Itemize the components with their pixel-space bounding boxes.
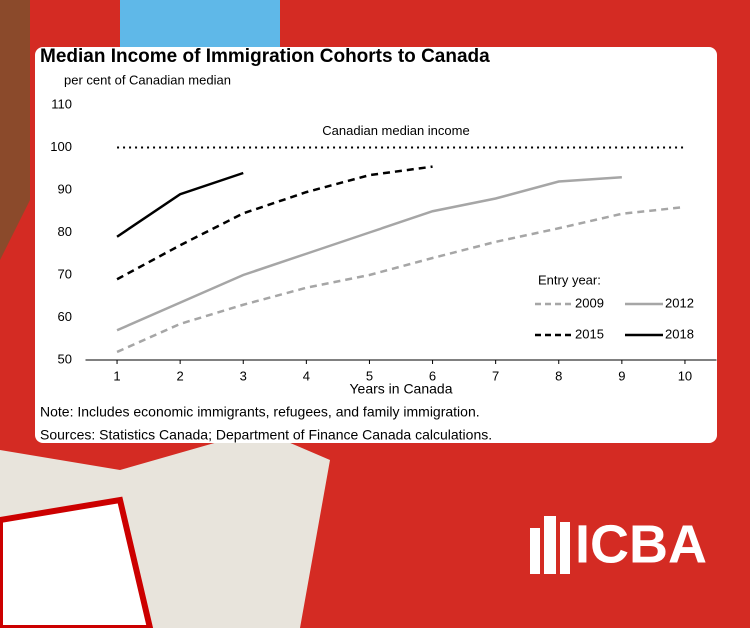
series-line (116, 171, 244, 238)
series-line (116, 205, 686, 354)
decoration (0, 0, 30, 260)
legend-title: Entry year: (538, 272, 601, 287)
y-axis-label: per cent of Canadian median (64, 72, 231, 87)
x-tick-label: 6 (429, 368, 436, 383)
x-tick-label: 7 (492, 368, 499, 383)
x-tick-label: 3 (240, 368, 247, 383)
y-tick-label: 80 (58, 224, 72, 239)
series-line (116, 176, 622, 332)
x-tick-label: 4 (303, 368, 310, 383)
x-tick-label: 10 (678, 368, 692, 383)
legend-label: 2015 (575, 326, 604, 341)
y-tick-label: 70 (58, 266, 72, 281)
note: Note: Includes economic immigrants, refu… (40, 404, 480, 420)
source: Sources: Statistics Canada; Department o… (40, 427, 492, 443)
logo-icon (530, 528, 540, 574)
x-tick-label: 5 (366, 368, 373, 383)
legend-label: 2009 (575, 295, 604, 310)
y-tick-label: 110 (51, 96, 72, 111)
logo-icon (560, 522, 570, 574)
x-tick-label: 9 (618, 368, 625, 383)
flag-decoration (0, 496, 154, 628)
logo: ICBA (530, 514, 707, 574)
y-tick-label: 50 (58, 351, 72, 366)
x-tick-label: 8 (555, 368, 562, 383)
y-tick-label: 90 (58, 181, 72, 196)
logo-text: ICBA (575, 514, 707, 574)
chart-card (35, 47, 717, 443)
decoration (120, 0, 280, 48)
y-tick-label: 100 (50, 139, 72, 154)
legend-label: 2018 (665, 326, 694, 341)
x-axis-label: Years in Canada (349, 381, 452, 397)
x-tick-label: 1 (113, 368, 120, 383)
reference-label: Canadian median income (322, 123, 469, 138)
x-tick-label: 2 (177, 368, 184, 383)
y-tick-label: 60 (58, 309, 72, 324)
chart-title: Median Income of Immigration Cohorts to … (40, 46, 490, 67)
logo-icon (544, 516, 556, 574)
legend-label: 2012 (665, 295, 694, 310)
